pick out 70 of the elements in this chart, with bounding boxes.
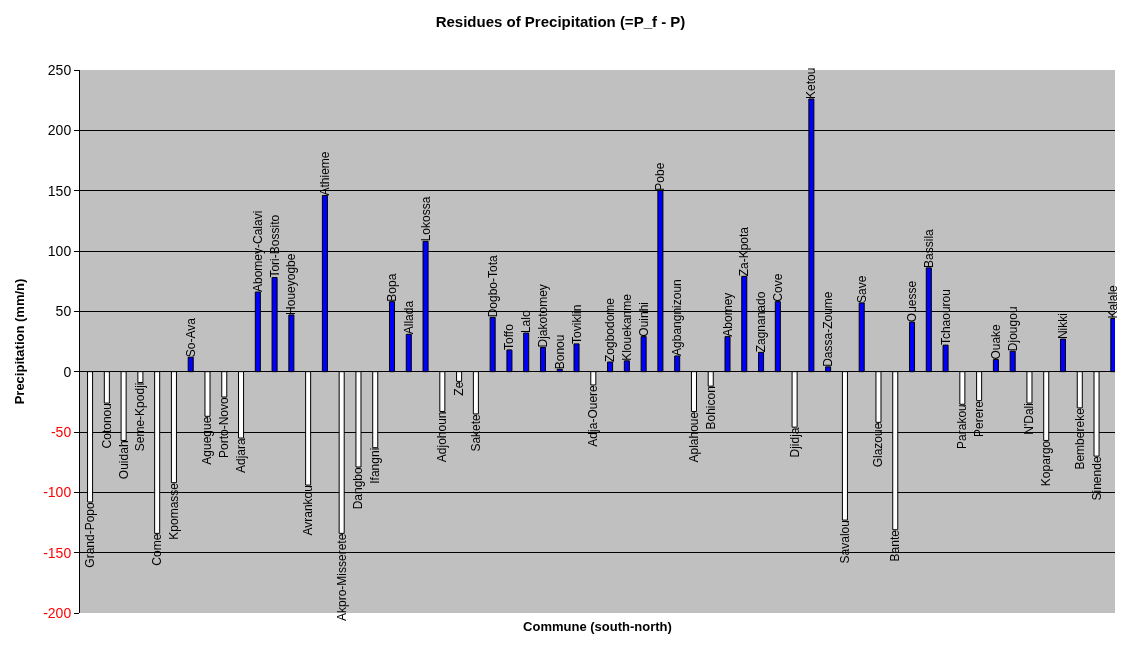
x-tick-label: Agbangnizoun — [670, 279, 685, 356]
x-tick-label: Seme-Kpodji — [133, 382, 148, 452]
x-tick-label: Kalale — [1106, 284, 1121, 319]
x-tick-label: Bembereke — [1072, 407, 1087, 470]
x-tick-label: Perere — [972, 400, 987, 437]
y-tick-label: 50 — [55, 303, 72, 320]
x-tick-label: Toffo — [502, 323, 517, 350]
x-tick-label: Tori-Bossito — [267, 214, 282, 278]
y-tick-label: -50 — [50, 423, 72, 440]
x-tick-label: Kopargo — [1039, 440, 1054, 487]
x-tick-label: Kpomasse — [166, 482, 181, 540]
x-tick-label: Djidja — [787, 427, 802, 458]
x-tick-label: Adjara — [234, 438, 249, 474]
x-tick-label: Dassa-Zoume — [821, 291, 836, 367]
x-tick-label: Djakotomey — [535, 284, 550, 348]
x-tick-label: Klouekanme — [619, 293, 634, 361]
x-tick-label: Aplahoue — [686, 411, 701, 463]
x-tick-label: Lokossa — [418, 196, 433, 242]
x-tick-label: Ouinhi — [636, 301, 651, 337]
x-tick-label: Bohicon — [703, 386, 718, 430]
x-tick-label: Abomey-Calavi — [250, 210, 265, 293]
x-tick-label: Savalou — [837, 520, 852, 564]
x-tick-label: Bopa — [385, 273, 400, 302]
x-tick-label: Dogbo-Tota — [485, 255, 500, 318]
x-tick-label: Save — [854, 275, 869, 303]
x-tick-label: Bonou — [552, 334, 567, 370]
x-tick-label: Bassila — [921, 228, 936, 268]
x-tick-label: Sinende — [1089, 456, 1104, 501]
y-tick-label: -150 — [43, 544, 72, 561]
x-tick-label: Za-Kpota — [737, 226, 752, 277]
x-tick-label: Akpro-Misserete — [334, 533, 349, 622]
x-tick-label: Cotonou — [99, 403, 114, 449]
x-tick-label: Cove — [770, 273, 785, 302]
x-tick-label: Nikki — [1055, 313, 1070, 340]
y-tick-label: 200 — [47, 122, 72, 139]
y-tick-label: 250 — [47, 61, 72, 78]
x-tick-label: Porto-Novo — [217, 397, 232, 459]
x-tick-label: Glazoue — [871, 422, 886, 468]
x-tick-label: Allada — [401, 300, 416, 335]
y-axis-title: Precipitation (mm/n) — [12, 278, 28, 405]
x-tick-label: Toviklin — [569, 304, 584, 344]
x-tick-label: N'Dali — [1022, 403, 1037, 435]
x-tick-label: Avrankou — [301, 485, 316, 536]
x-tick-label: Come — [150, 533, 165, 566]
x-tick-label: Athieme — [317, 151, 332, 196]
y-tick-label: -200 — [43, 604, 72, 621]
chart-title: Residues of Precipitation (=P_f - P) — [435, 13, 686, 31]
x-tick-label: So-Ava — [183, 317, 198, 358]
x-axis-title: Commune (south-north) — [523, 618, 672, 634]
x-tick-label: Adjohoun — [435, 411, 450, 463]
x-tick-label: Zogbodome — [603, 297, 618, 363]
x-tick-label: Ouidah — [116, 440, 131, 480]
x-tick-label: Bante — [888, 529, 903, 562]
y-tick-label: 150 — [47, 182, 72, 199]
y-tick-label: 0 — [63, 363, 72, 380]
x-tick-label: Sakete — [468, 413, 483, 452]
y-tick-label: 100 — [47, 242, 72, 259]
x-tick-label: Adja-Ouere — [586, 384, 601, 447]
x-tick-label: Aguegue — [200, 416, 215, 465]
x-tick-label: Abomey — [720, 292, 735, 337]
x-tick-label: Zagnanado — [754, 291, 769, 353]
x-tick-label: Ze — [452, 381, 467, 396]
x-tick-label: Houeyogbe — [284, 253, 299, 315]
x-tick-label: Pobe — [653, 162, 668, 191]
y-tick-label: -100 — [43, 484, 72, 501]
x-tick-label: Ketou — [804, 67, 819, 99]
x-tick-label: Grand-Popo — [83, 501, 98, 568]
x-tick-label: Ouake — [988, 323, 1003, 360]
x-tick-label: Tchaourou — [938, 289, 953, 346]
x-tick-label: Ifangni — [368, 447, 383, 484]
